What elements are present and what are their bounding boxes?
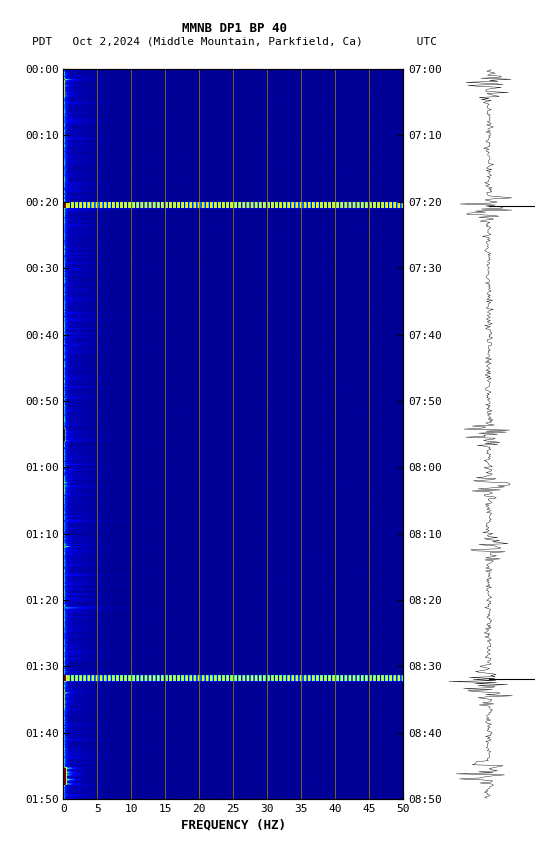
Text: MMNB DP1 BP 40: MMNB DP1 BP 40 (182, 22, 287, 35)
Text: PDT   Oct 2,2024 (Middle Mountain, Parkfield, Ca)        UTC: PDT Oct 2,2024 (Middle Mountain, Parkfie… (32, 36, 437, 47)
X-axis label: FREQUENCY (HZ): FREQUENCY (HZ) (181, 818, 286, 831)
